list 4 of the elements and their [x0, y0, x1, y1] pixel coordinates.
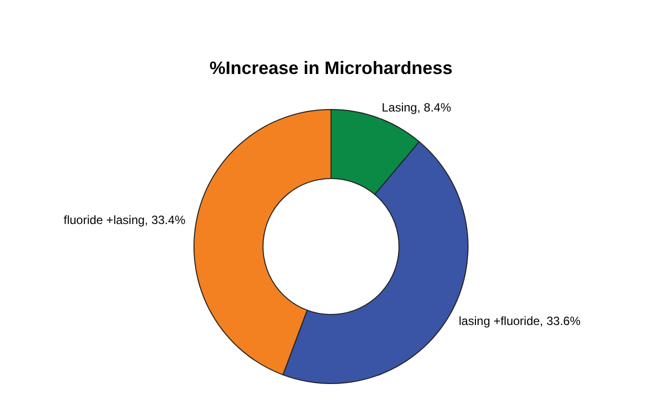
- chart-title: %Increase in Microhardness: [209, 58, 453, 78]
- slice-label: Lasing, 8.4%: [382, 100, 452, 114]
- slice-label: lasing +fluoride, 33.6%: [458, 314, 581, 328]
- slice-label: fluoride +lasing, 33.4%: [64, 213, 186, 228]
